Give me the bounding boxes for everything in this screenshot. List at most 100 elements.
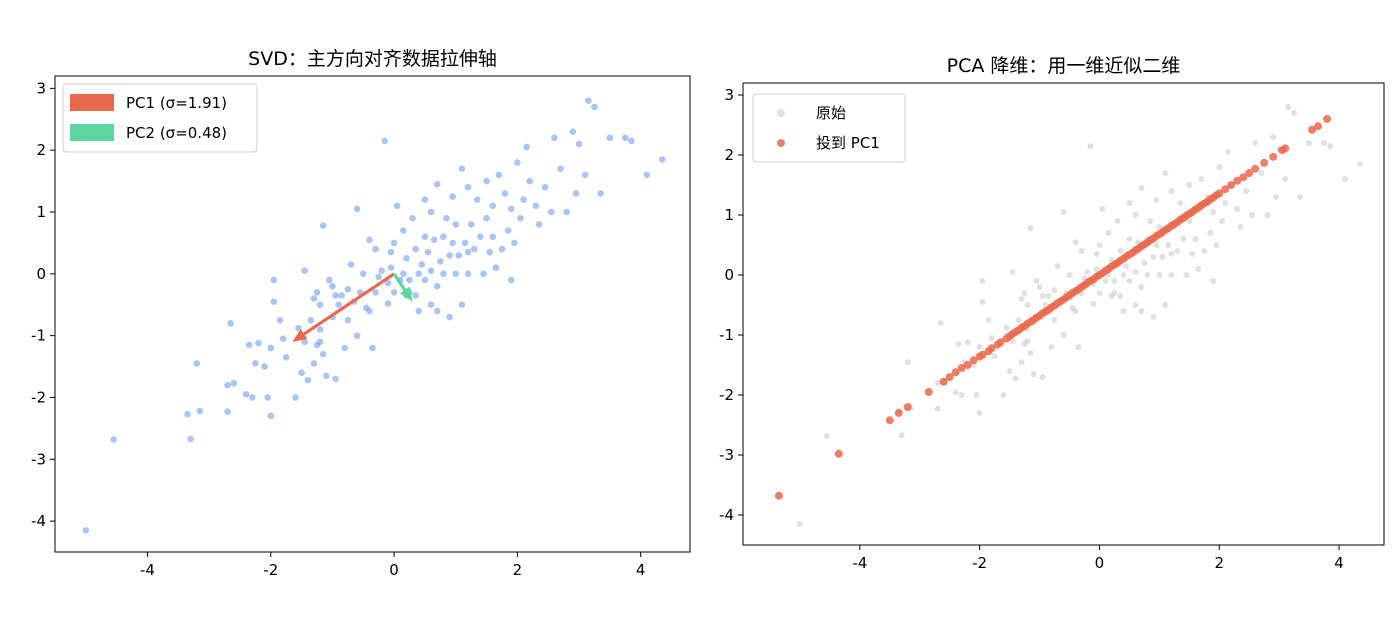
data-point [292, 394, 299, 401]
data-point [224, 408, 231, 415]
data-point [332, 375, 339, 383]
original-point [1216, 164, 1223, 170]
original-point [1039, 293, 1046, 299]
original-point [1234, 206, 1241, 212]
original-point [1045, 293, 1052, 299]
original-point [1168, 188, 1175, 194]
data-point [563, 208, 570, 216]
original-point [1237, 224, 1244, 230]
data-point [501, 190, 509, 197]
original-points [796, 104, 1364, 527]
data-point [495, 171, 503, 179]
original-point [1252, 140, 1259, 146]
pca-plot-frame [742, 82, 1385, 546]
original-point [1048, 344, 1055, 350]
projected-point [924, 388, 933, 396]
data-point [575, 140, 583, 148]
data-point [248, 394, 256, 401]
data-point [316, 301, 324, 309]
data-point [304, 376, 312, 384]
original-point [1207, 230, 1214, 236]
data-point [353, 332, 361, 339]
data-point [628, 137, 635, 145]
data-point [510, 239, 518, 247]
legend-label-projected: 投到 PC1 [816, 134, 880, 152]
original-point [979, 278, 986, 284]
original-point [1342, 176, 1349, 182]
x-tick-label: -4 [852, 554, 867, 572]
original-point [1087, 143, 1094, 149]
data-point [535, 221, 543, 228]
original-point [1243, 188, 1250, 194]
original-point [1168, 251, 1175, 257]
original-point [1036, 284, 1043, 290]
data-point [467, 221, 475, 228]
data-point [403, 255, 410, 262]
original-point [1138, 308, 1145, 314]
projected-point [894, 409, 903, 417]
data-point [390, 239, 398, 247]
original-point [1195, 266, 1202, 272]
data-point [440, 270, 447, 278]
data-point [310, 295, 318, 302]
data-point [458, 301, 466, 309]
legend-marker-original [777, 109, 785, 117]
original-point [1009, 269, 1016, 275]
data-point [421, 233, 429, 241]
data-point [110, 436, 117, 443]
data-point [412, 245, 419, 253]
projected-point [1308, 125, 1317, 134]
data-point [412, 292, 419, 299]
projected-point [1227, 181, 1236, 189]
original-point [934, 405, 941, 412]
data-point [433, 180, 441, 188]
x-tick-label: 0 [1095, 554, 1105, 572]
y-tick-label: -3 [719, 446, 734, 464]
data-point [427, 267, 435, 275]
data-point [547, 208, 555, 216]
projected-point [1233, 176, 1242, 185]
data-point [658, 156, 666, 163]
data-point [332, 292, 339, 299]
original-point [1144, 272, 1151, 278]
projected-point [951, 368, 960, 377]
projected-point [834, 449, 843, 458]
original-point [1285, 104, 1292, 110]
data-point [298, 369, 305, 377]
data-point [264, 394, 271, 401]
original-point [1132, 212, 1139, 218]
original-point [1165, 242, 1172, 248]
data-point [316, 338, 324, 346]
y-tick-label: 2 [36, 141, 46, 159]
original-point [1273, 194, 1280, 200]
data-point [230, 379, 238, 387]
projected-point [1245, 169, 1254, 177]
projected-point [1323, 115, 1332, 123]
x-tick-label: 4 [636, 561, 646, 579]
data-point [443, 214, 450, 222]
original-point [1033, 278, 1040, 284]
original-point [898, 432, 905, 439]
data-point [461, 239, 469, 247]
original-point [1093, 266, 1100, 272]
original-point [1201, 248, 1208, 254]
original-point [1006, 368, 1013, 374]
svd-chart-title: SVD：主方向对齐数据拉伸轴 [248, 48, 497, 70]
data-point [643, 171, 651, 179]
pca-chart-title: PCA 降维：用一维近似二维 [947, 55, 1181, 77]
data-point [446, 251, 453, 259]
original-point [1093, 251, 1100, 257]
svd-panel: SVD：主方向对齐数据拉伸轴 -4 -2 0 2 4 -4 -3 -2 -1 0 1 2 3 PC1 … [31, 48, 691, 579]
original-point [1213, 242, 1220, 248]
data-point [452, 221, 460, 228]
projected-point [969, 356, 978, 365]
data-point [449, 193, 456, 200]
projected-point [1260, 158, 1269, 167]
y-tick-label: -2 [31, 388, 46, 406]
data-point [477, 233, 484, 241]
data-point [82, 527, 90, 534]
projected-point [1281, 144, 1290, 153]
data-point [270, 298, 278, 305]
data-point [551, 134, 558, 142]
data-point [452, 270, 460, 278]
